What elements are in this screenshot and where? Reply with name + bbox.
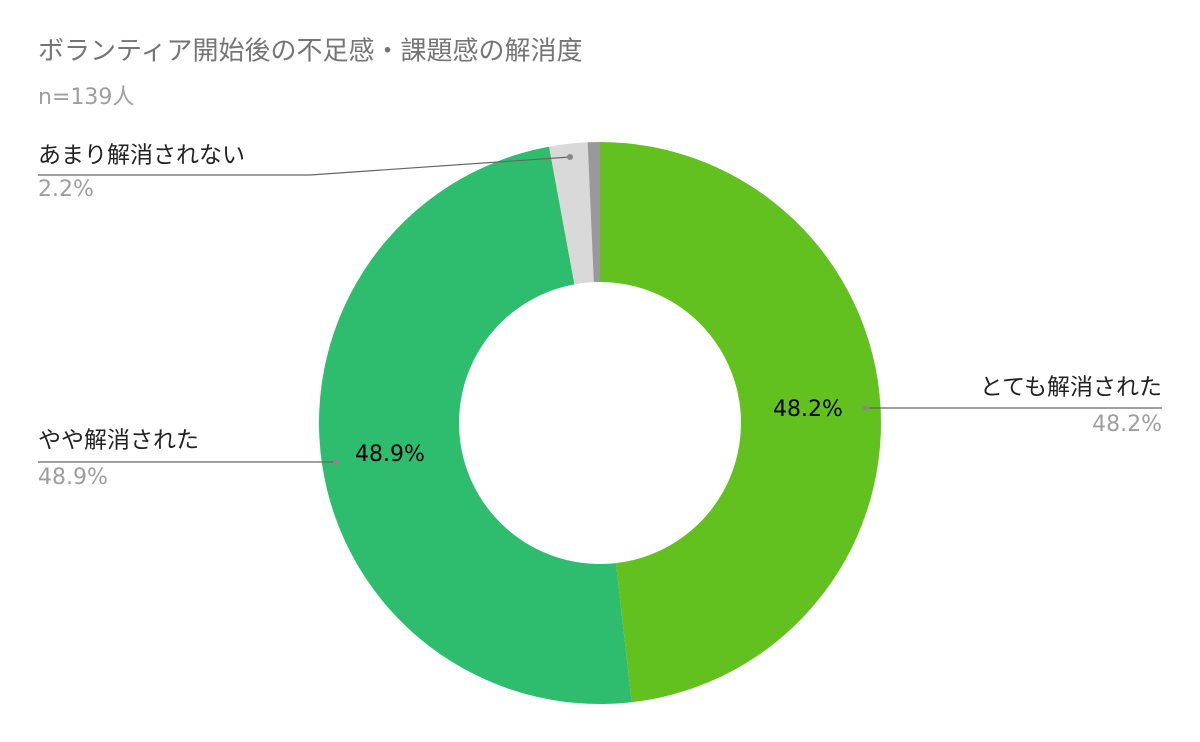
legend-value: 48.2%: [1092, 412, 1162, 437]
legend-value: 48.9%: [38, 465, 108, 490]
leader-dot: [863, 405, 869, 411]
pie-slice: [587, 142, 600, 283]
legend-label: あまり解消されない: [38, 143, 245, 169]
chart-title: ボランティア開始後の不足感・課題感の解消度: [38, 37, 582, 67]
slice-label: 48.2%: [773, 397, 843, 422]
chart-subtitle: n=139人: [38, 85, 134, 110]
leader-dot: [333, 459, 339, 465]
pie-slice: [600, 142, 881, 703]
legend-label: とても解消された: [980, 375, 1162, 401]
pie-slice: [319, 146, 632, 704]
slice-label: 48.9%: [355, 442, 425, 467]
legend-value: 2.2%: [38, 177, 94, 202]
leader-line: [38, 156, 571, 176]
pie-slice: [549, 142, 594, 285]
legend-label: やや解消された: [38, 428, 199, 454]
leader-dot: [567, 154, 573, 160]
